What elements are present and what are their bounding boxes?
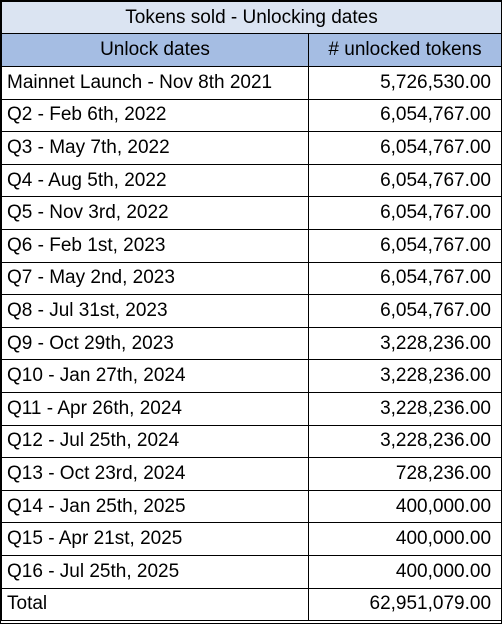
table-row: Q15 - Apr 21st, 2025 400,000.00 (2, 523, 502, 556)
table-row: Q6 - Feb 1st, 2023 6,054,767.00 (2, 229, 502, 262)
unlocked-tokens-cell: 6,054,767.00 (309, 262, 502, 295)
table-row: Q4 - Aug 5th, 2022 6,054,767.00 (2, 164, 502, 197)
unlocked-tokens-cell: 6,054,767.00 (309, 164, 502, 197)
table-row: Q16 - Jul 25th, 2025 400,000.00 (2, 555, 502, 588)
unlocked-tokens-cell: 62,951,079.00 (309, 588, 502, 621)
table-row: Q5 - Nov 3rd, 2022 6,054,767.00 (2, 197, 502, 230)
unlock-date-cell: Q11 - Apr 26th, 2024 (2, 392, 309, 425)
header-unlock-dates: Unlock dates (2, 34, 309, 67)
table-row: Q8 - Jul 31st, 2023 6,054,767.00 (2, 295, 502, 328)
unlock-date-cell: Q5 - Nov 3rd, 2022 (2, 197, 309, 230)
table-row: Q13 - Oct 23rd, 2024 728,236.00 (2, 458, 502, 491)
unlock-date-cell: Q15 - Apr 21st, 2025 (2, 523, 309, 556)
unlock-date-cell: Q13 - Oct 23rd, 2024 (2, 458, 309, 491)
table-row: Q11 - Apr 26th, 2024 3,228,236.00 (2, 392, 502, 425)
unlocked-tokens-cell: 400,000.00 (309, 490, 502, 523)
table-body: Mainnet Launch - Nov 8th 2021 5,726,530.0… (2, 67, 502, 621)
unlocked-tokens-cell: 400,000.00 (309, 523, 502, 556)
unlock-date-cell: Q16 - Jul 25th, 2025 (2, 555, 309, 588)
unlocked-tokens-cell: 3,228,236.00 (309, 392, 502, 425)
unlocked-tokens-cell: 5,726,530.00 (309, 67, 502, 100)
unlock-date-cell: Q2 - Feb 6th, 2022 (2, 99, 309, 132)
unlocked-tokens-cell: 6,054,767.00 (309, 99, 502, 132)
unlocked-tokens-cell: 6,054,767.00 (309, 295, 502, 328)
unlock-date-cell: Mainnet Launch - Nov 8th 2021 (2, 67, 309, 100)
unlocked-tokens-cell: 6,054,767.00 (309, 229, 502, 262)
unlocked-tokens-cell: 6,054,767.00 (309, 132, 502, 165)
unlock-date-cell: Q4 - Aug 5th, 2022 (2, 164, 309, 197)
unlocked-tokens-cell: 6,054,767.00 (309, 197, 502, 230)
column-header-row: Unlock dates # unlocked tokens (2, 34, 502, 67)
table-row: Q12 - Jul 25th, 2024 3,228,236.00 (2, 425, 502, 458)
unlock-date-cell: Q8 - Jul 31st, 2023 (2, 295, 309, 328)
table-row: Mainnet Launch - Nov 8th 2021 5,726,530.0… (2, 67, 502, 100)
unlocked-tokens-cell: 3,228,236.00 (309, 327, 502, 360)
table-title: Tokens sold - Unlocking dates (2, 2, 502, 34)
unlock-date-cell: Q3 - May 7th, 2022 (2, 132, 309, 165)
unlock-date-cell: Q14 - Jan 25th, 2025 (2, 490, 309, 523)
unlock-date-cell: Total (2, 588, 309, 621)
unlock-date-cell: Q12 - Jul 25th, 2024 (2, 425, 309, 458)
table-row: Q9 - Oct 29th, 2023 3,228,236.00 (2, 327, 502, 360)
unlocked-tokens-cell: 728,236.00 (309, 458, 502, 491)
unlock-date-cell: Q10 - Jan 27th, 2024 (2, 360, 309, 393)
unlock-date-cell: Q6 - Feb 1st, 2023 (2, 229, 309, 262)
table-row: Q14 - Jan 25th, 2025 400,000.00 (2, 490, 502, 523)
unlocked-tokens-cell: 400,000.00 (309, 555, 502, 588)
table-title-row: Tokens sold - Unlocking dates (2, 2, 502, 34)
unlocked-tokens-cell: 3,228,236.00 (309, 425, 502, 458)
unlock-date-cell: Q7 - May 2nd, 2023 (2, 262, 309, 295)
header-unlocked-tokens: # unlocked tokens (309, 34, 502, 67)
table-row: Q7 - May 2nd, 2023 6,054,767.00 (2, 262, 502, 295)
total-row: Total 62,951,079.00 (2, 588, 502, 621)
table-row: Q2 - Feb 6th, 2022 6,054,767.00 (2, 99, 502, 132)
table-row: Q10 - Jan 27th, 2024 3,228,236.00 (2, 360, 502, 393)
table-row: Q3 - May 7th, 2022 6,054,767.00 (2, 132, 502, 165)
unlock-date-cell: Q9 - Oct 29th, 2023 (2, 327, 309, 360)
unlocked-tokens-cell: 3,228,236.00 (309, 360, 502, 393)
